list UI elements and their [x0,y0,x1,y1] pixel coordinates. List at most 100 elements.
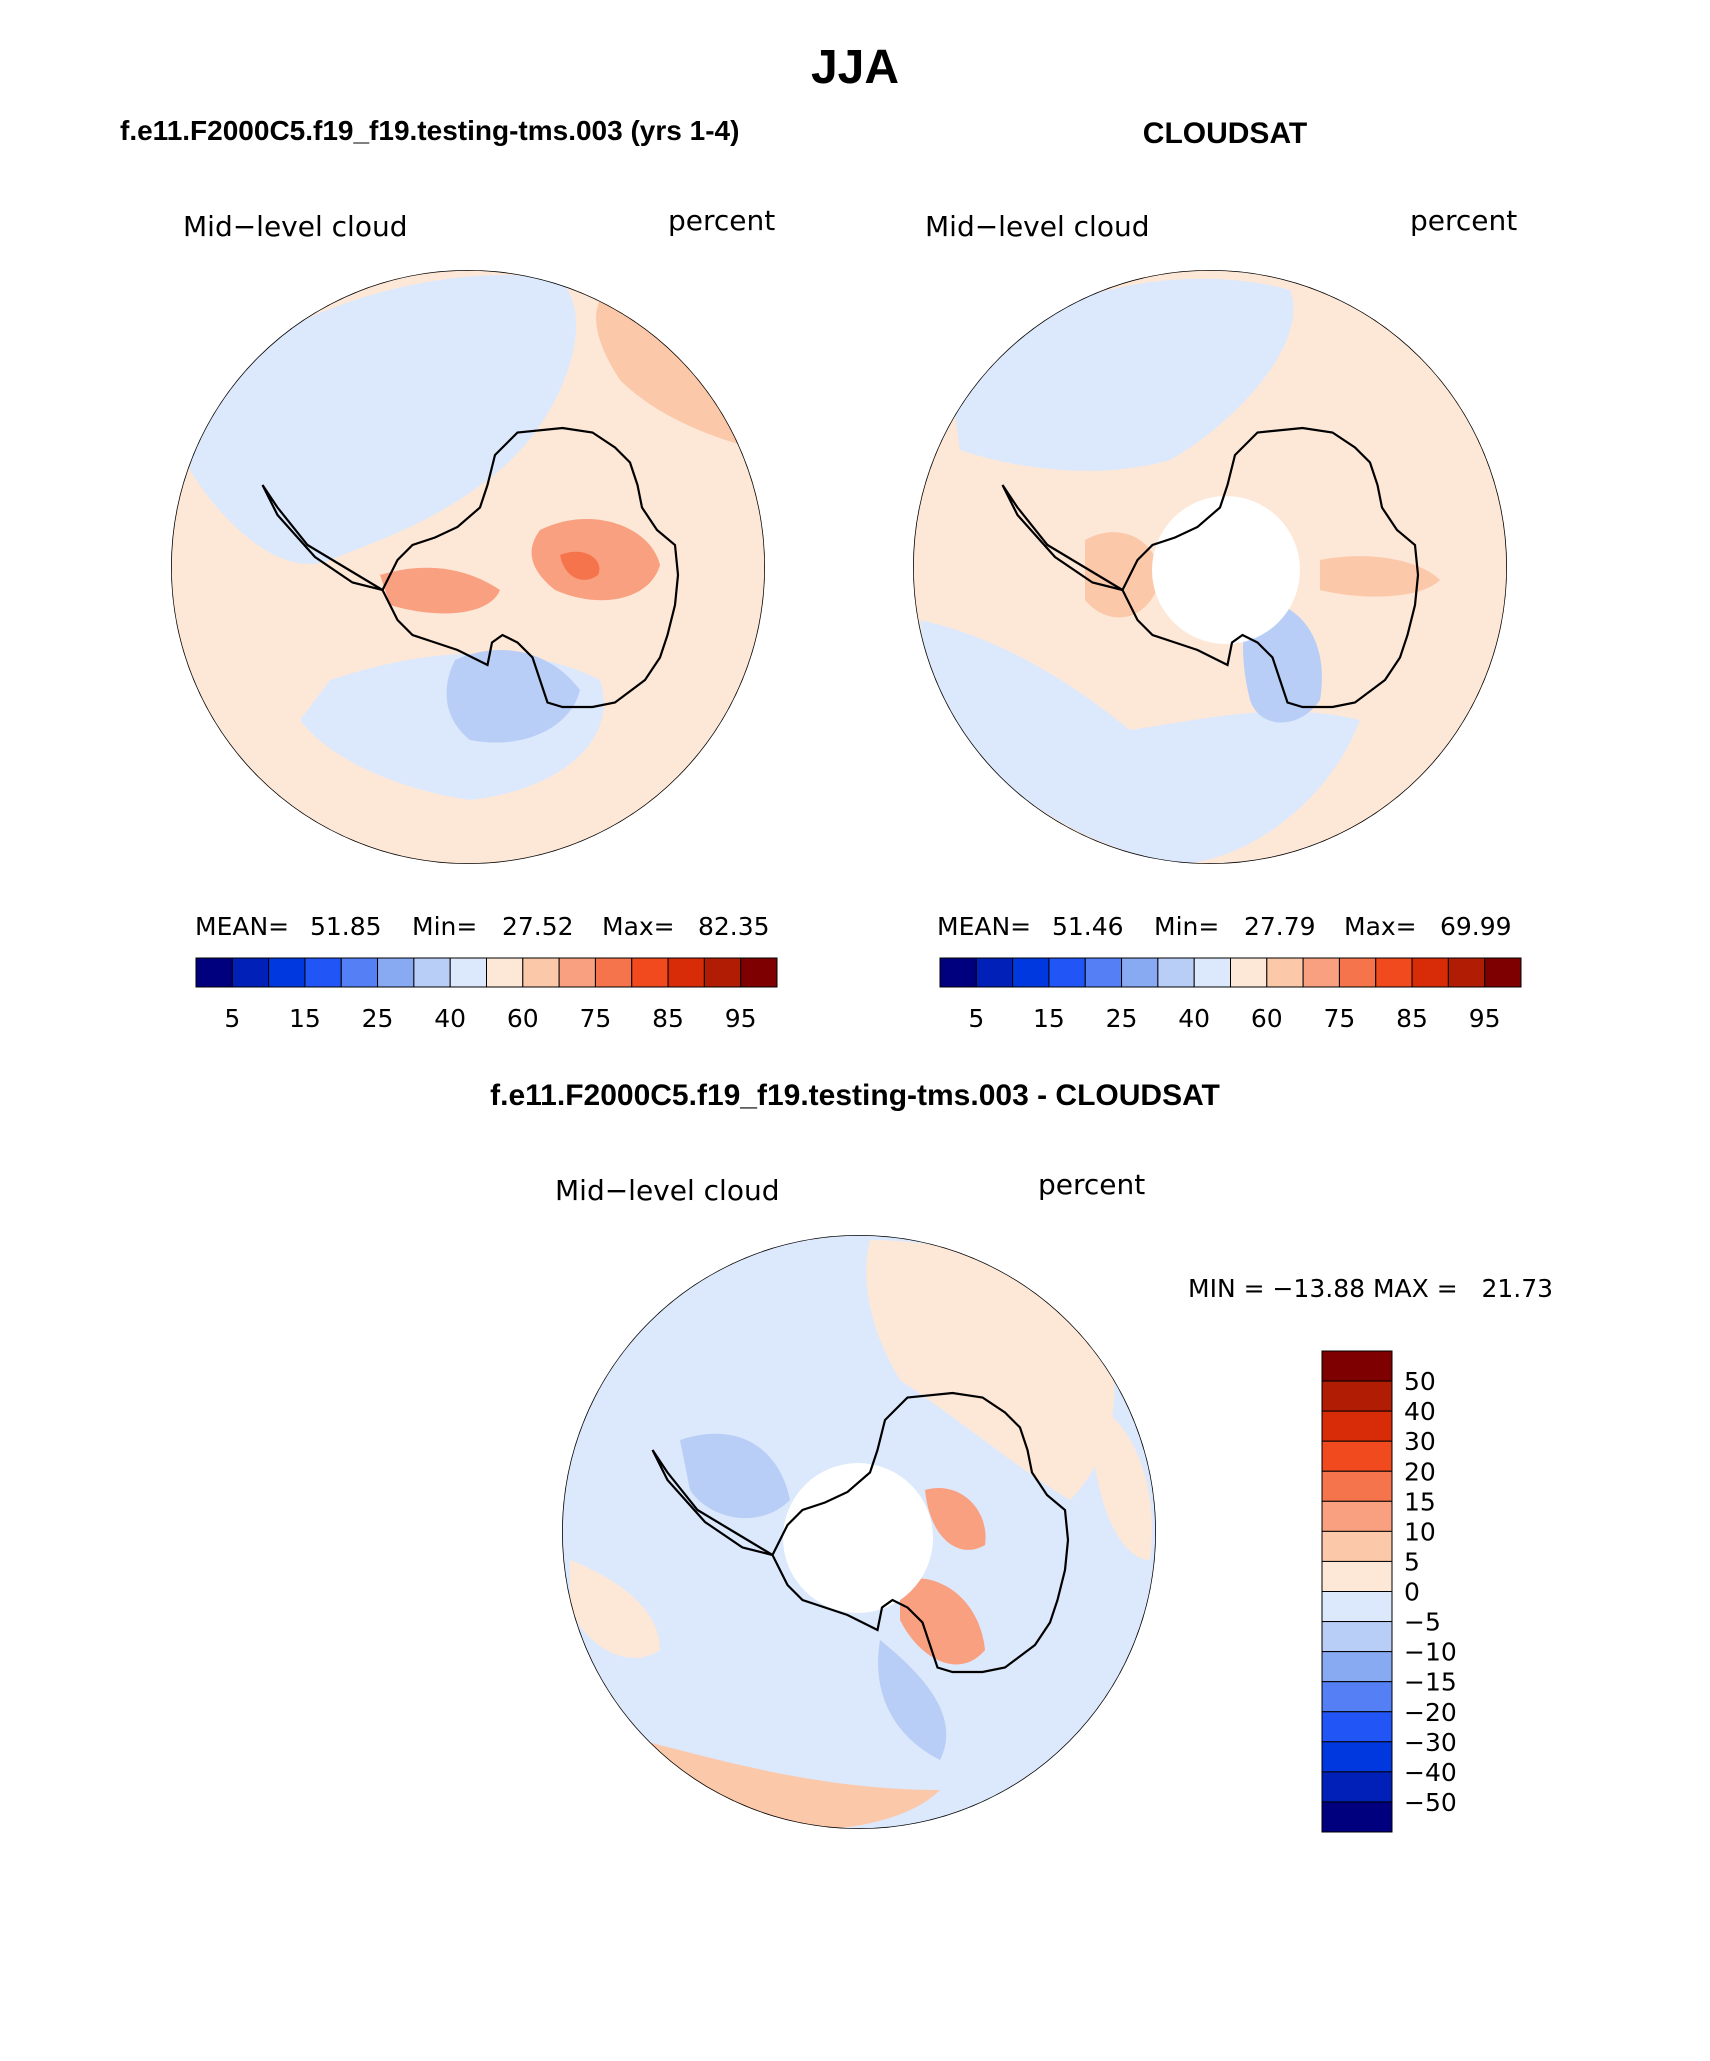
panel-model-map [171,270,765,864]
region-strong-positive-diff [925,1488,986,1550]
colorbar-tick-label: 40 [1178,1004,1210,1033]
colorbar-swatch [631,957,669,988]
colorbar-swatch [1321,1621,1393,1653]
panel-obs-mean-value: 51.46 [1052,912,1124,941]
colorbar-tick-label: 95 [725,1004,757,1033]
colorbar-swatch [1321,1560,1393,1592]
colorbar-tick-label: −5 [1404,1608,1441,1637]
colorbar-swatch [1230,957,1268,988]
antarctica-coastline [1121,426,1420,709]
colorbar-swatch [268,957,306,988]
colorbar-swatch [667,957,705,988]
colorbar-swatch [195,957,233,988]
panel-obs-map [913,270,1507,864]
panel-diff: f.e11.F2000C5.f19_f19.testing-tms.003 - … [490,1079,1553,1833]
colorbar-swatch [1266,957,1304,988]
antarctica-coastline [771,1391,1070,1674]
colorbar-swatch [231,957,270,988]
antarctic-peninsula-coastline [1001,484,1124,592]
colorbar-swatch [1321,1530,1393,1562]
colorbar-swatch [1338,957,1377,988]
colorbar-tick-label: 85 [652,1004,684,1033]
colorbar-tick-label: 15 [1404,1487,1436,1516]
colorbar-tick-label: 15 [1033,1004,1065,1033]
panel-model-mean-label: MEAN= [195,912,289,941]
colorbar-tick-label: 10 [1404,1517,1436,1546]
colorbar-swatch [413,957,451,988]
panel-model-mean-value: 51.85 [310,912,382,941]
colorbar-tick-label: −30 [1404,1728,1457,1757]
colorbar-tick-label: −20 [1404,1698,1457,1727]
colorbar-swatch [1321,1651,1393,1683]
colorbar-tick-label: −40 [1404,1758,1457,1787]
region-negative-diff [878,1640,947,1760]
colorbar-tick-label: 15 [289,1004,321,1033]
colorbar-tick-label: 25 [362,1004,394,1033]
colorbar-swatch [1321,1771,1393,1803]
panel-model-header: f.e11.F2000C5.f19_f19.testing-tms.003 (y… [120,115,739,146]
panel-diff-header: f.e11.F2000C5.f19_f19.testing-tms.003 - … [490,1079,1220,1112]
panel-diff-units: percent [1038,1168,1145,1201]
colorbar-swatch [304,957,342,988]
colorbar-swatch [558,957,596,988]
colorbar-tick-label: 85 [1396,1004,1428,1033]
colorbar-tick-label: 95 [1469,1004,1501,1033]
panel-obs-variable: Mid−level cloud [925,210,1149,243]
panel-obs-min-value: 27.79 [1244,912,1316,941]
figure-title: JJA [811,41,899,94]
panel-obs-mean-label: MEAN= [937,912,1031,941]
colorbar-swatch [340,957,379,988]
region-raised-cloud [1085,532,1160,618]
colorbar-swatch [1447,957,1486,988]
colorbar-swatch [1321,1380,1393,1412]
colorbar-tick-label: −15 [1404,1668,1457,1697]
colorbar-tick-label: −10 [1404,1638,1457,1667]
colorbar-swatch [939,957,977,988]
colorbar-swatch [594,957,633,988]
panel-diff-map [562,1235,1156,1829]
colorbar-tick-label: 30 [1404,1427,1436,1456]
region-high-cloud [531,518,660,601]
antarctic-peninsula-coastline [261,484,384,592]
region-low-cloud [190,275,577,564]
colorbar-swatch [1321,1681,1393,1713]
colorbar-swatch [1321,1801,1393,1833]
colorbar-swatch [1321,1711,1393,1743]
colorbar-swatch [1048,957,1086,988]
panel-model-max-value: 82.35 [698,912,770,941]
region-positive-diff [570,1560,660,1658]
region-raised-cloud [1320,556,1440,597]
colorbar-tick-label: 25 [1106,1004,1138,1033]
colorbar-tick-label: 20 [1404,1457,1436,1486]
polar-no-data-gap [1152,496,1300,644]
colorbar-swatch [522,957,560,988]
region-positive-diff [1090,1400,1152,1560]
polar-no-data-gap [783,1463,933,1613]
colorbar-tick-label: 5 [224,1004,240,1033]
colorbar-tick-label: −50 [1404,1788,1457,1817]
colorbar-tick-label: 5 [968,1004,984,1033]
colorbar-swatch [1302,957,1340,988]
panel-obs-units: percent [1410,204,1517,237]
colorbar-tick-label: 5 [1404,1547,1420,1576]
panel-diff-minmax: MIN = −13.88 MAX = 21.73 [1188,1274,1553,1303]
colorbar-swatch [1321,1410,1393,1442]
colorbar-swatch [1375,957,1413,988]
colorbar-swatch [740,957,778,988]
colorbar-swatch [1121,957,1159,988]
panel-model-units: percent [668,204,775,237]
colorbar-swatch [486,957,524,988]
antarctic-peninsula-coastline [651,1449,774,1557]
colorbar-swatch [1084,957,1123,988]
colorbar-swatch [1484,957,1522,988]
panel-model-colorbar: 5 15 25 40 60 75 85 95 [195,957,778,1033]
antarctica-coastline [381,426,680,709]
colorbar-tick-label: 60 [507,1004,539,1033]
colorbar-tick-label: 75 [1324,1004,1356,1033]
region-negative-diff [680,1433,790,1519]
colorbar-swatch [1321,1591,1393,1623]
colorbar-swatch [1411,957,1449,988]
region-lower-cloud [446,650,580,743]
